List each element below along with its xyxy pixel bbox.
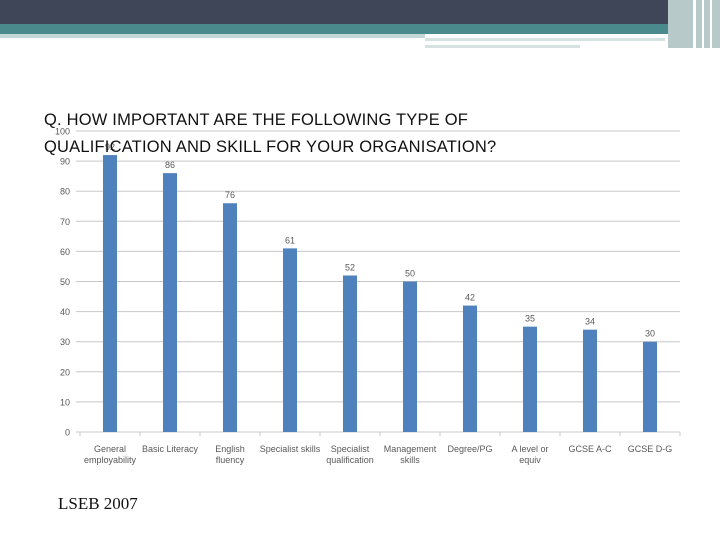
source-caption: LSEB 2007	[58, 494, 138, 513]
x-tick-label: English	[215, 444, 245, 454]
header-dark-band	[0, 0, 720, 24]
data-label: 52	[345, 262, 355, 272]
y-tick-label: 40	[60, 307, 70, 317]
y-tick-label: 10	[60, 397, 70, 407]
bar-5	[403, 281, 417, 432]
bar-7	[523, 326, 537, 432]
header-accent-line-2	[425, 45, 580, 48]
data-labels: 92 86 76 61 52 50 42 35 34 30	[105, 142, 655, 339]
x-tick-label: Management	[384, 444, 437, 454]
bar-9	[643, 341, 657, 432]
slide-title: Q. HOW IMPORTANT ARE THE FOLLOWING TYPE …	[44, 107, 684, 161]
x-tick-label: Basic Literacy	[142, 444, 199, 454]
x-tick-label: equiv	[519, 455, 541, 465]
bar-1	[163, 173, 177, 432]
x-tick-label: Specialist	[331, 444, 370, 454]
y-tick-label: 0	[65, 428, 70, 438]
bar-6	[463, 305, 477, 432]
data-label: 30	[645, 329, 655, 339]
data-label: 35	[525, 314, 535, 324]
header-teal-band	[0, 24, 720, 34]
bar-3	[283, 248, 297, 432]
x-tick-label: skills	[400, 455, 420, 465]
x-tick-label: A level or	[511, 444, 548, 454]
header-right-stripe-1	[693, 0, 696, 48]
y-tick-label: 30	[60, 337, 70, 347]
header-right-stripe-3	[710, 0, 712, 48]
data-label: 86	[165, 160, 175, 170]
data-label: 61	[285, 235, 295, 245]
slide-title-line-1: Q. HOW IMPORTANT ARE THE FOLLOWING TYPE …	[44, 111, 469, 129]
gridlines	[76, 130, 681, 436]
data-label: 42	[465, 293, 475, 303]
x-tick-label: fluency	[216, 455, 245, 465]
y-tick-label: 100	[55, 127, 70, 137]
data-label: 76	[225, 190, 235, 200]
data-label: 34	[585, 317, 595, 327]
y-tick-label: 70	[60, 217, 70, 227]
y-tick-label: 80	[60, 187, 70, 197]
bar-4	[343, 275, 357, 432]
bar-2	[223, 203, 237, 432]
slide-title-line-2: QUALIFICATION AND SKILL FOR YOUR ORGANIS…	[44, 138, 497, 156]
bar-0	[103, 155, 117, 432]
header-right-stripe-2	[702, 0, 704, 48]
x-tick-label: Degree/PG	[447, 444, 492, 454]
y-tick-label: 60	[60, 247, 70, 257]
x-tick-label: Specialist skills	[260, 444, 321, 454]
bar-8	[583, 329, 597, 432]
x-tick-label: GCSE D-G	[628, 444, 673, 454]
y-axis-ticks: 0 10 20 30 40 50 60 70 80 90 100	[55, 127, 70, 438]
data-label: 50	[405, 269, 415, 279]
slide-header-bar	[0, 0, 720, 48]
y-tick-label: 90	[60, 157, 70, 167]
bars	[103, 155, 657, 432]
y-tick-label: 50	[60, 277, 70, 287]
x-tick-label: qualification	[326, 455, 374, 465]
x-tick-label: employability	[84, 455, 137, 465]
x-tick-label: GCSE A-C	[568, 444, 612, 454]
y-tick-label: 20	[60, 367, 70, 377]
header-accent-line-1	[425, 38, 665, 41]
x-tick-label: General	[94, 444, 126, 454]
data-label: 92	[105, 142, 115, 152]
header-light-band	[0, 34, 425, 38]
